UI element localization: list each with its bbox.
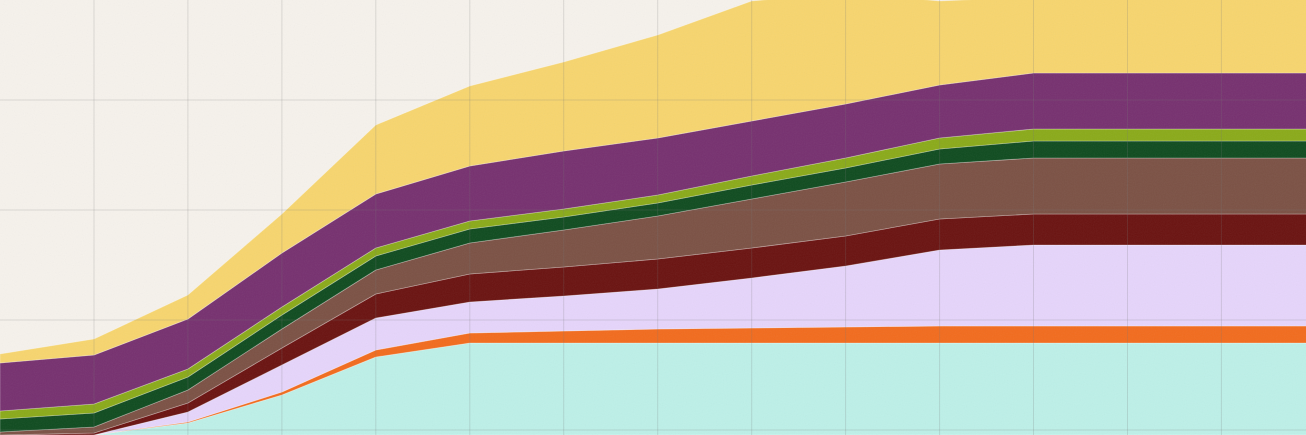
paper-grain-overlay <box>0 0 1306 435</box>
stacked-area-chart <box>0 0 1306 435</box>
chart-svg <box>0 0 1306 435</box>
